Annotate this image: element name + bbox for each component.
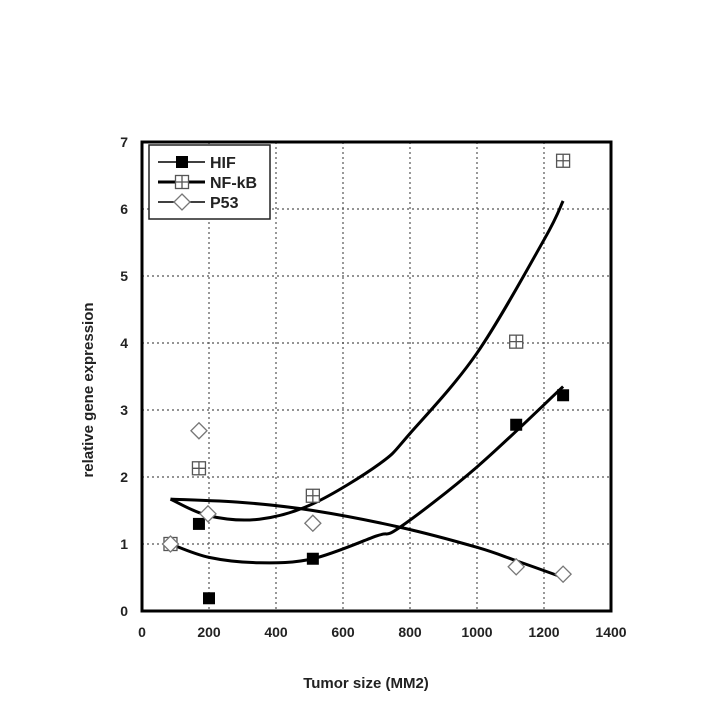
y-tick-label: 1: [120, 536, 128, 552]
y-tick-label: 0: [120, 603, 128, 619]
y-tick-label: 5: [120, 268, 128, 284]
filled-square-marker: [176, 156, 188, 168]
marker-cross: [192, 461, 206, 475]
data-points: [161, 153, 573, 605]
open-diamond-marker: [190, 421, 208, 440]
x-tick-label: 800: [398, 624, 422, 640]
marker-cross: [509, 335, 523, 349]
hif-fit-curve: [169, 385, 565, 565]
open-diamond-marker: [199, 504, 217, 523]
y-tick-label: 4: [120, 335, 128, 351]
legend-label-nf-kb: NF-kB: [210, 175, 257, 192]
open-diamond-marker: [173, 193, 191, 211]
filled-square-marker: [203, 592, 215, 605]
p53-data-point: [507, 557, 526, 576]
marker-cross: [556, 154, 570, 168]
grid: [142, 142, 611, 611]
p53-data-point: [161, 535, 180, 553]
hif-data-point: [203, 592, 215, 605]
legend-marker-p53: [173, 193, 191, 211]
x-tick-label: 1000: [461, 624, 492, 640]
y-tick-label: 7: [120, 134, 128, 150]
filled-square-marker: [557, 389, 570, 402]
legend: HIF NF-kB P53: [148, 144, 271, 220]
x-axis-label: Tumor size (MM2): [303, 675, 429, 692]
nf-kb-data-point: [191, 461, 207, 476]
p53-data-point: [303, 514, 322, 533]
nf-kb-data-point: [509, 334, 524, 349]
open-diamond-marker: [161, 535, 180, 553]
y-tick-label: 3: [120, 402, 128, 418]
legend-marker-hif: [176, 156, 188, 168]
open-diamond-marker: [554, 565, 573, 584]
hif-data-point: [510, 418, 523, 431]
plot-frame: [140, 140, 613, 613]
hif-data-point: [306, 552, 319, 565]
fit-curves: [169, 200, 565, 579]
tick-labels: 0 200 400 600 800 1000 1200 1400 0 1 2 3 4 5 6 7: [120, 134, 627, 640]
open-diamond-marker: [303, 514, 322, 533]
p53-data-point: [190, 421, 208, 440]
x-tick-label: 400: [264, 624, 288, 640]
x-tick-label: 600: [331, 624, 355, 640]
nf-kb-fit-curve: [169, 200, 565, 522]
y-axis-label: relative gene expression: [80, 302, 97, 477]
x-tick-label: 1400: [595, 624, 626, 640]
hif-data-point: [557, 389, 570, 402]
filled-square-marker: [306, 552, 319, 565]
x-tick-label: 0: [138, 624, 146, 640]
x-tick-label: 1200: [528, 624, 559, 640]
legend-marker-nf-kb: [174, 174, 190, 190]
p53-data-point: [199, 504, 217, 523]
p53-data-point: [554, 565, 573, 584]
marker-cross: [306, 489, 320, 503]
marker-cross: [175, 175, 189, 189]
y-tick-label: 2: [120, 469, 128, 485]
legend-label-p53: P53: [210, 195, 239, 212]
x-tick-label: 200: [197, 624, 221, 640]
y-tick-label: 6: [120, 201, 128, 217]
filled-square-marker: [510, 418, 523, 431]
legend-label-hif: HIF: [210, 155, 236, 172]
filled-square-marker: [192, 517, 205, 530]
nf-kb-data-point: [305, 488, 321, 503]
open-diamond-marker: [507, 557, 526, 576]
hif-data-point: [192, 517, 205, 530]
nf-kb-data-point: [555, 153, 571, 168]
